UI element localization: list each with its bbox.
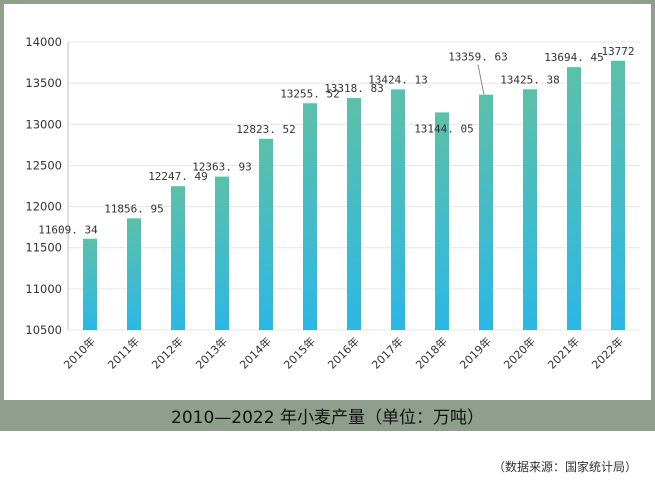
bar bbox=[391, 89, 405, 331]
value-label: 13144. 05 bbox=[414, 122, 474, 135]
x-tick-label: 2013年 bbox=[193, 334, 230, 371]
value-label: 13694. 45 bbox=[544, 51, 604, 64]
bar bbox=[567, 67, 581, 330]
bar bbox=[611, 60, 625, 331]
value-label: 13424. 13 bbox=[368, 73, 428, 86]
bar bbox=[171, 186, 185, 330]
x-tick-label: 2011年 bbox=[105, 334, 142, 371]
y-tick-label: 11500 bbox=[25, 241, 62, 255]
bar bbox=[523, 89, 537, 330]
y-tick-label: 10500 bbox=[25, 323, 62, 337]
value-label: 12247. 49 bbox=[148, 170, 208, 183]
chart-panel: 10500 11000 11500 12000 12500 13000 13500 14000… bbox=[0, 0, 655, 400]
y-tick-label: 11000 bbox=[25, 282, 62, 296]
bar bbox=[435, 112, 449, 330]
value-label: 13318. 83 bbox=[324, 82, 384, 95]
y-tick-label: 12500 bbox=[25, 158, 62, 172]
y-tick-label: 13500 bbox=[25, 76, 62, 90]
y-tick-label: 12000 bbox=[25, 200, 62, 214]
data-source-note: （数据来源：国家统计局） bbox=[492, 460, 637, 474]
value-label: 13255. 52 bbox=[280, 87, 340, 100]
x-tick-label: 2017年 bbox=[369, 334, 406, 371]
bar bbox=[127, 218, 141, 330]
chart-caption-bar: 2010—2022 年小麦产量（单位：万吨） bbox=[0, 400, 655, 431]
value-label: 11609. 34 bbox=[38, 224, 98, 237]
x-tick-label: 2012年 bbox=[149, 334, 186, 371]
x-tick-label: 2019年 bbox=[457, 334, 494, 371]
value-label: 13772 bbox=[601, 45, 634, 58]
value-label: 12823. 52 bbox=[236, 123, 296, 136]
value-label: 11856. 95 bbox=[104, 202, 164, 215]
x-tick-label: 2021年 bbox=[545, 334, 582, 371]
x-tick-label: 2014年 bbox=[237, 334, 274, 371]
bars bbox=[83, 60, 625, 331]
axes: 10500 11000 11500 12000 12500 13000 13500 14000 bbox=[25, 35, 69, 337]
bar bbox=[259, 138, 273, 330]
label-leader-line bbox=[477, 64, 485, 95]
x-tick-label: 2018年 bbox=[413, 334, 450, 371]
bar bbox=[347, 98, 361, 330]
x-tick-label: 2022年 bbox=[589, 334, 626, 371]
bar bbox=[215, 176, 229, 330]
x-tick-label: 2015年 bbox=[281, 334, 318, 371]
y-tick-label: 13000 bbox=[25, 117, 62, 131]
bar bbox=[83, 238, 97, 330]
y-tick-label: 14000 bbox=[25, 35, 62, 49]
value-label: 13425. 38 bbox=[500, 73, 560, 86]
x-tick-label: 2016年 bbox=[325, 334, 362, 371]
bar bbox=[479, 94, 493, 331]
value-label: 12363. 93 bbox=[192, 161, 252, 174]
bar-chart: 10500 11000 11500 12000 12500 13000 13500 14000… bbox=[25, 35, 640, 372]
bar bbox=[303, 103, 317, 330]
x-tick-label: 2020年 bbox=[501, 334, 538, 371]
value-label: 13359. 63 bbox=[448, 51, 508, 64]
x-tick-label: 2010年 bbox=[61, 334, 98, 371]
chart-title: 2010—2022 年小麦产量（单位：万吨） bbox=[171, 408, 484, 428]
